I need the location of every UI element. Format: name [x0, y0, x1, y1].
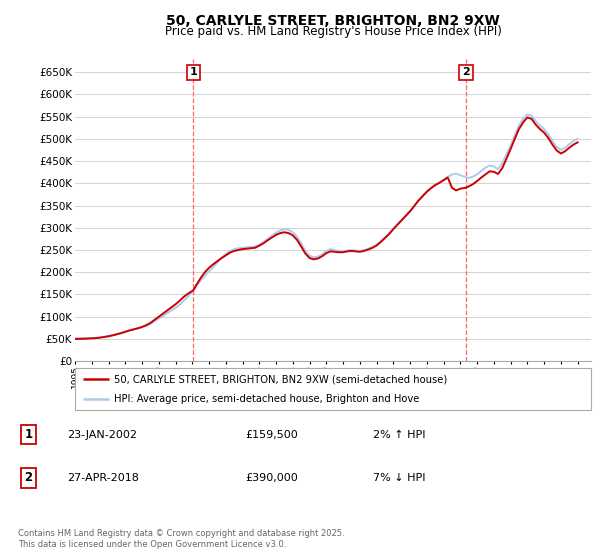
Text: 23-JAN-2002: 23-JAN-2002	[67, 430, 137, 440]
Text: 1: 1	[190, 67, 197, 77]
Text: £390,000: £390,000	[245, 473, 298, 483]
Text: Contains HM Land Registry data © Crown copyright and database right 2025.
This d: Contains HM Land Registry data © Crown c…	[18, 529, 344, 549]
Text: 50, CARLYLE STREET, BRIGHTON, BN2 9XW: 50, CARLYLE STREET, BRIGHTON, BN2 9XW	[166, 14, 500, 28]
Text: 2: 2	[462, 67, 470, 77]
FancyBboxPatch shape	[75, 368, 591, 410]
Text: 7% ↓ HPI: 7% ↓ HPI	[373, 473, 425, 483]
Text: 1: 1	[24, 428, 32, 441]
Text: Price paid vs. HM Land Registry's House Price Index (HPI): Price paid vs. HM Land Registry's House …	[164, 25, 502, 38]
Text: 2: 2	[24, 472, 32, 484]
Text: £159,500: £159,500	[245, 430, 298, 440]
Text: 2% ↑ HPI: 2% ↑ HPI	[373, 430, 425, 440]
Text: 27-APR-2018: 27-APR-2018	[67, 473, 139, 483]
Text: 50, CARLYLE STREET, BRIGHTON, BN2 9XW (semi-detached house): 50, CARLYLE STREET, BRIGHTON, BN2 9XW (s…	[114, 374, 447, 384]
Text: HPI: Average price, semi-detached house, Brighton and Hove: HPI: Average price, semi-detached house,…	[114, 394, 419, 404]
